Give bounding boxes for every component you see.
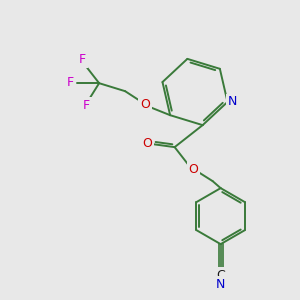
- Text: O: O: [140, 98, 150, 111]
- Text: O: O: [189, 163, 199, 176]
- Text: F: F: [82, 99, 90, 112]
- Text: C: C: [216, 268, 225, 282]
- Text: F: F: [67, 76, 74, 89]
- Text: O: O: [143, 136, 153, 150]
- Text: N: N: [228, 95, 237, 108]
- Text: N: N: [216, 278, 225, 291]
- Text: F: F: [79, 53, 86, 66]
